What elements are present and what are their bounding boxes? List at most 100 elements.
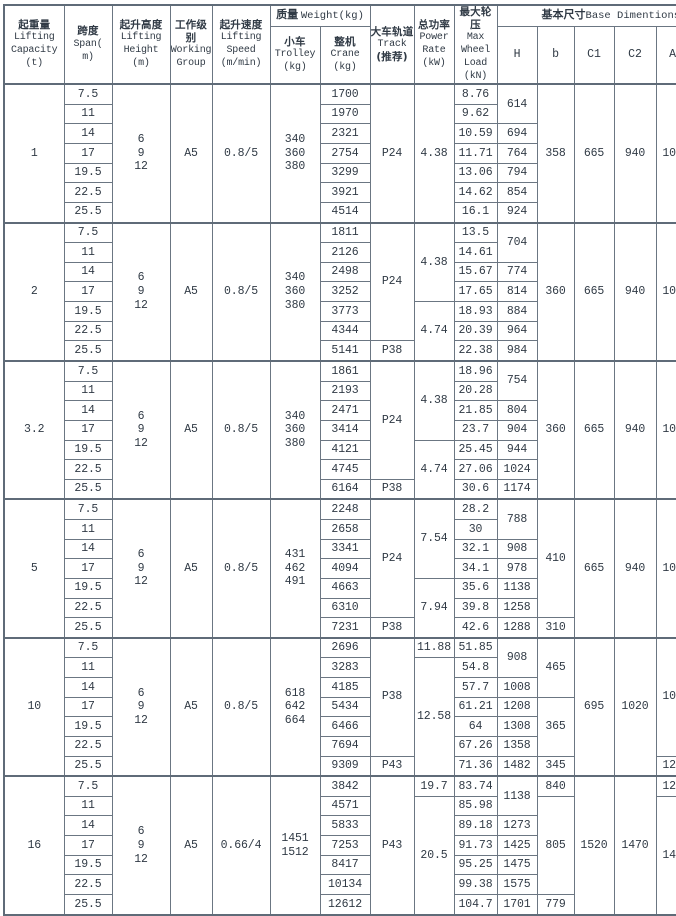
cell-dim-A: 120 [655, 775, 676, 797]
cell-span: 14 [63, 400, 113, 421]
cell-span: 25.5 [63, 201, 113, 224]
cell-max-wheel-load: 9.62 [453, 103, 498, 125]
cell-dim-H: 904 [496, 419, 538, 441]
cell-dim-A: 100 [655, 359, 676, 500]
cell-max-wheel-load: 14.61 [453, 242, 498, 263]
cell-dim-H: 774 [496, 261, 538, 283]
cell-dim-H: 1138 [496, 775, 538, 817]
cell-lifting-speed: 0.8/5 [211, 359, 271, 500]
cell-max-wheel-load: 30.6 [453, 478, 498, 500]
cell-trolley-weight: 1451 1512 [269, 775, 321, 916]
cell-span: 17 [63, 835, 113, 856]
cell-span: 25.5 [63, 340, 113, 362]
cell-dim-H: 1575 [496, 874, 538, 895]
cell-dim-b: 360 [536, 221, 575, 362]
cell-crane-weight: 4663 [319, 577, 371, 599]
cell-crane-weight: 7231 [319, 617, 371, 639]
cell-track: P38 [369, 617, 415, 639]
cell-dim-b: 360 [536, 359, 575, 500]
cell-dim-H: 1701 [496, 893, 538, 916]
cell-span: 25.5 [63, 617, 113, 639]
cell-dim-C1: 665 [573, 498, 615, 639]
cell-span: 25.5 [63, 893, 113, 916]
header-track: 大车轨道 Track (推荐) [369, 4, 415, 85]
cell-crane-weight: 2321 [319, 123, 371, 145]
cell-dim-H: 908 [496, 538, 538, 560]
table-header: 起重量 Lifting Capacity (t) 跨度 Span( m) 起升高… [3, 4, 676, 85]
cell-dim-H: 1024 [496, 459, 538, 480]
cell-crane-weight: 6310 [319, 597, 371, 619]
cell-dim-b: 358 [536, 83, 575, 224]
table-row: 11 2126 14.61 [4, 242, 676, 263]
cell-crane-weight: 6164 [319, 478, 371, 500]
cell-max-wheel-load: 89.18 [453, 815, 498, 837]
cell-max-wheel-load: 15.67 [453, 261, 498, 283]
cell-span: 7.5 [63, 498, 113, 521]
cell-dim-A: 100 [655, 498, 676, 639]
cell-max-wheel-load: 67.26 [453, 735, 498, 757]
cell-crane-weight: 3283 [319, 657, 371, 679]
cell-max-wheel-load: 57.7 [453, 677, 498, 698]
cell-lifting-height: 6 9 12 [111, 498, 171, 639]
cell-dim-C1: 665 [573, 359, 615, 500]
cell-span: 7.5 [63, 221, 113, 244]
cell-span: 17 [63, 696, 113, 718]
cell-crane-weight: 12612 [319, 893, 371, 916]
cell-span: 7.5 [63, 83, 113, 105]
header-crane: 整机 Crane (kg) [319, 25, 371, 85]
cell-span: 14 [63, 815, 113, 837]
cell-crane-weight: 4185 [319, 677, 371, 698]
cell-max-wheel-load: 14.62 [453, 182, 498, 203]
header-row-1: 起重量 Lifting Capacity (t) 跨度 Span( m) 起升高… [3, 4, 676, 85]
cell-trolley-weight: 340 360 380 [269, 83, 321, 224]
cell-dim-H: 1308 [496, 716, 538, 737]
header-dim-H: H [496, 25, 538, 85]
cell-track: P43 [369, 755, 415, 777]
cell-dim-H: 764 [496, 143, 538, 164]
cell-working-group: A5 [169, 83, 213, 224]
cell-lifting-capacity: 3.2 [3, 359, 65, 500]
cell-crane-weight: 10134 [319, 874, 371, 895]
table-row: 5 7.5 6 9 12 A5 0.8/5 431 462 491 2248 P24 7.54 28.2 7… [3, 498, 676, 639]
cell-crane-weight: 1861 [319, 359, 371, 382]
cell-span: 19.5 [63, 577, 113, 599]
cell-dim-b: 840 [536, 775, 575, 797]
cell-max-wheel-load: 99.38 [453, 874, 498, 895]
cell-trolley-weight: 340 360 380 [269, 221, 321, 362]
cell-dim-b: 410 [536, 498, 575, 619]
cell-dim-A: 100 [655, 636, 676, 757]
header-lifting-speed: 起升速度 Lifting Speed (m/min) [211, 4, 271, 85]
cell-track: P43 [369, 775, 415, 916]
header-dim-A: A [655, 25, 676, 85]
cell-crane-weight: 5141 [319, 340, 371, 362]
cell-span: 14 [63, 123, 113, 145]
cell-lifting-speed: 0.66/4 [211, 775, 271, 916]
cell-crane-weight: 1970 [319, 103, 371, 125]
cell-dim-C2: 1470 [613, 775, 657, 916]
header-lifting-height: 起升高度 Lifting Height (m) [111, 4, 171, 85]
cell-lifting-speed: 0.8/5 [211, 498, 271, 639]
cell-span: 19.5 [63, 854, 113, 876]
cell-max-wheel-load: 30 [453, 519, 498, 540]
cell-span: 22.5 [63, 459, 113, 480]
cell-dim-H: 884 [496, 301, 538, 322]
cell-crane-weight: 4094 [319, 558, 371, 579]
cell-max-wheel-load: 18.93 [453, 301, 498, 322]
cell-dim-H: 1425 [496, 835, 538, 856]
cell-crane-weight: 3341 [319, 538, 371, 560]
cell-track: P38 [369, 340, 415, 362]
cell-crane-weight: 4571 [319, 795, 371, 817]
cell-dim-C2: 940 [613, 498, 657, 639]
cell-dim-H: 908 [496, 636, 538, 679]
table-row: 19.5 3299 13.06 794 [4, 162, 676, 184]
cell-crane-weight: 2126 [319, 242, 371, 263]
cell-span: 11 [63, 242, 113, 263]
cell-max-wheel-load: 39.8 [453, 597, 498, 619]
table-row: 16 7.5 6 9 12 A5 0.66/4 1451 1512 3842 P43 19.7 83.7… [3, 775, 676, 916]
cell-crane-weight: 3299 [319, 162, 371, 184]
cell-max-wheel-load: 27.06 [453, 459, 498, 480]
